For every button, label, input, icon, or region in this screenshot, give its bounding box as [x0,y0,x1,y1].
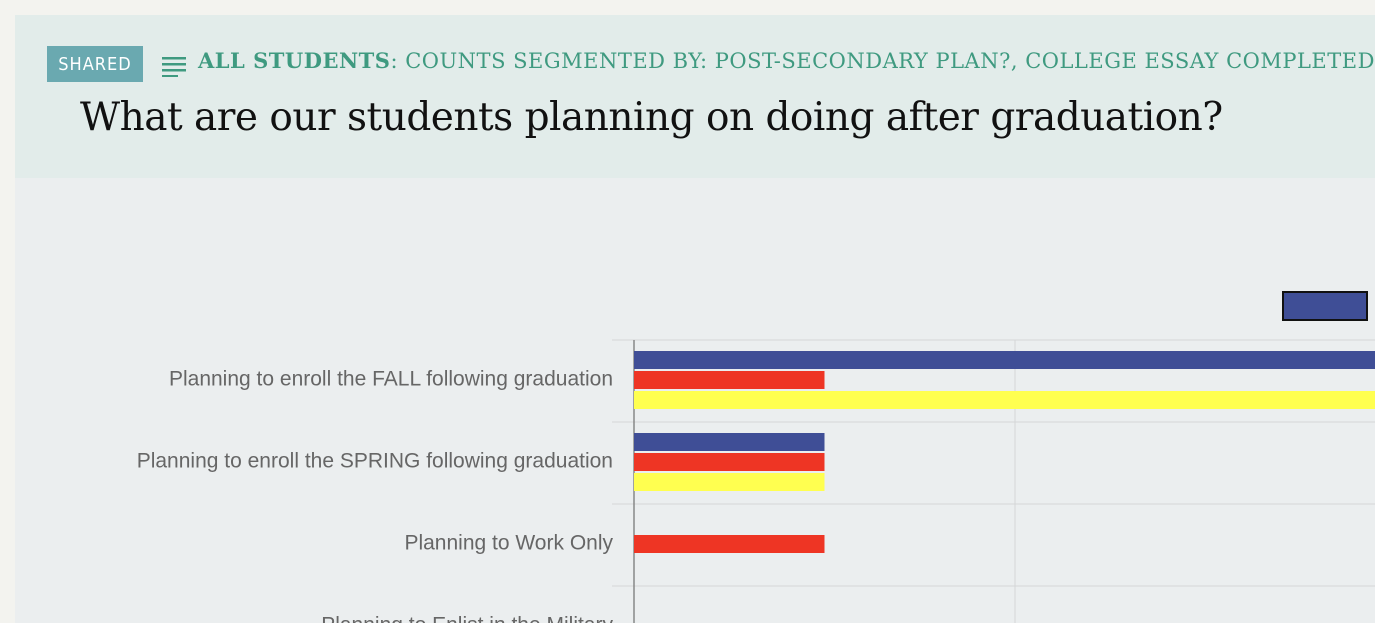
legend-swatch [1282,291,1368,321]
category-label: Planning to enroll the SPRING following … [137,450,613,473]
bar [634,391,1375,409]
report-header: SHARED ALL STUDENTS: COUNTS SEGMENTED BY… [15,15,1375,178]
bar [634,453,825,471]
report-card: SHARED ALL STUDENTS: COUNTS SEGMENTED BY… [15,15,1375,623]
bar [634,351,1375,369]
list-icon[interactable] [162,55,186,77]
description: : COUNTS SEGMENTED BY: POST-SECONDARY PL… [390,49,1375,73]
scope: ALL STUDENTS [198,48,391,73]
category-label: Planning to Work Only [404,532,613,555]
report-title: What are our students planning on doing … [80,95,1223,140]
segment-line: ALL STUDENTS: COUNTS SEGMENTED BY: POST-… [198,48,1375,73]
category-label: Planning to Enlist in the Military [321,614,613,623]
bar [634,433,825,451]
shared-badge[interactable]: SHARED [47,46,143,82]
bar [634,371,825,389]
category-label: Planning to enroll the FALL following gr… [169,368,613,391]
bar [634,473,825,491]
bar [634,535,825,553]
